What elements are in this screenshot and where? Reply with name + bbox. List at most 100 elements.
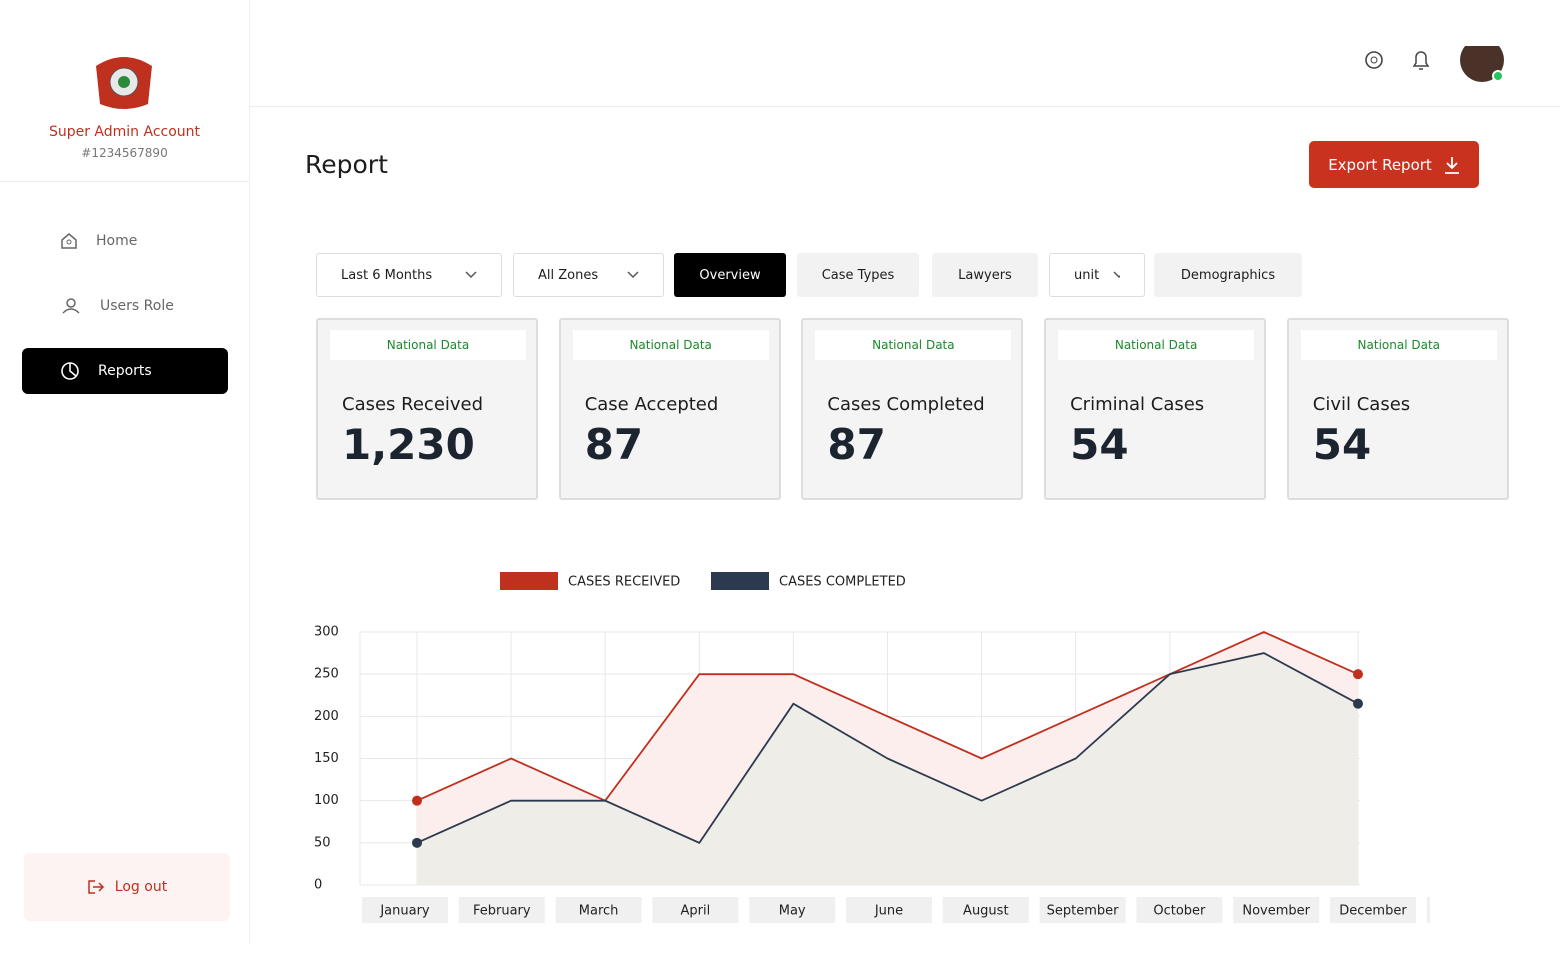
line [416, 631, 1359, 802]
account-id: #1234567890 [81, 146, 168, 160]
y-tick-label: 100 [314, 793, 339, 808]
filter-label: All Zones [538, 267, 599, 283]
filter[interactable]: All Zones [513, 253, 664, 297]
filter[interactable]: unit [1049, 253, 1145, 297]
x-label-bg [942, 897, 1029, 923]
x-tick-label: August [963, 904, 1009, 919]
export-button[interactable]: Export Report [1309, 141, 1479, 188]
logout[interactable]: Log out [24, 853, 230, 921]
top-icons [1365, 46, 1504, 82]
x-label-bg [652, 897, 739, 923]
x-tick-label: February [473, 904, 531, 919]
settings-icon[interactable] [1365, 51, 1383, 69]
chart: 0 50 100 150 200 250 300 CASES RECEIVED CASES CO… [314, 572, 1430, 923]
card-tag: National Data [1300, 330, 1497, 360]
area [417, 653, 1358, 885]
sidebar: Super Admin Account #1234567890 Home Use… [0, 0, 250, 944]
card-title: Case Accepted [584, 394, 719, 415]
filter-label: Last 6 Months [341, 267, 433, 283]
x-tick-label: December [1339, 904, 1407, 919]
x-tick-label: October [1153, 904, 1206, 919]
filter-label: Overview [699, 267, 761, 283]
x-tick-label: November [1242, 904, 1310, 919]
point [412, 837, 422, 848]
stat-card: National Data Cases Received 1,230 [316, 318, 538, 500]
card-title: Criminal Cases [1070, 394, 1205, 415]
divider [0, 181, 249, 182]
card-title: Cases Received [342, 394, 484, 415]
filter-label: unit [1074, 267, 1100, 283]
legend-label: CASES RECEIVED [568, 575, 680, 590]
filter[interactable]: Case Types [797, 253, 919, 297]
x-tick-label: March [579, 904, 619, 919]
nav-label: Home [96, 233, 138, 249]
filter[interactable]: Lawyers [932, 253, 1038, 297]
card-tag: National Data [1058, 330, 1255, 360]
x-tick-label: September [1047, 904, 1120, 919]
card-value: 87 [584, 420, 644, 469]
account-name: Super Admin Account [48, 124, 201, 140]
x-tick-label: May [779, 904, 806, 919]
card-title: Civil Cases [1312, 394, 1411, 415]
y-tick-label: 150 [314, 751, 339, 766]
stat-card: National Data Cases Completed 87 [801, 318, 1024, 500]
filter-label: Case Types [821, 267, 895, 283]
nav-label: Users Role [100, 298, 174, 314]
filter-label: Lawyers [958, 267, 1012, 283]
x-label-bg [458, 897, 545, 923]
card-value: 54 [1312, 420, 1372, 469]
card-tag: National Data [330, 330, 526, 360]
y-tick-label: 200 [314, 709, 339, 724]
x-tick-label: January [379, 904, 430, 919]
card-tag: National Data [572, 330, 769, 360]
card-value: 54 [1070, 420, 1129, 469]
x-label-bg [1330, 897, 1416, 923]
y-tick-label: 50 [314, 835, 331, 850]
point [412, 795, 422, 806]
legend-label: CASES COMPLETED [779, 575, 906, 590]
chevron [465, 271, 477, 279]
point [1353, 698, 1363, 709]
x-label-bg [749, 897, 836, 923]
legend-swatch [711, 572, 769, 590]
card-title: Cases Completed [827, 394, 985, 415]
stat-card: National Data Case Accepted 87 [558, 318, 781, 500]
point [1353, 669, 1363, 680]
x-label-bg [362, 897, 448, 923]
card-tag: National Data [815, 330, 1012, 360]
x-label-bg [1426, 897, 1430, 923]
y-tick-label: 250 [314, 667, 339, 682]
chevron [1113, 271, 1120, 279]
page-title: Report [305, 150, 388, 179]
filter[interactable]: Last 6 Months [316, 253, 502, 297]
logo [96, 57, 152, 109]
x-label-bg [1039, 897, 1126, 923]
x-label-bg [1136, 897, 1223, 923]
x-label-bg [555, 897, 642, 923]
filter-label: Demographics [1180, 267, 1276, 283]
card-value: 87 [827, 420, 886, 469]
x-label-bg [1233, 897, 1320, 923]
y-tick-label: 0 [314, 878, 322, 893]
stat-card: National Data Civil Cases 54 [1286, 318, 1509, 500]
line [416, 652, 1359, 844]
filter[interactable]: Overview [674, 253, 786, 297]
chevron [627, 271, 639, 279]
card-value: 1,230 [342, 420, 475, 469]
nav-home[interactable]: Home [22, 218, 228, 264]
filter[interactable]: Demographics [1154, 253, 1302, 297]
logout-label: Log out [114, 879, 168, 895]
stat-card: National Data Criminal Cases 54 [1044, 318, 1267, 500]
x-tick-label: April [681, 904, 711, 919]
nav-reports[interactable]: Reports [22, 348, 228, 394]
legend-swatch [500, 572, 558, 590]
bell-icon[interactable] [1412, 51, 1430, 70]
y-tick-label: 300 [314, 625, 339, 640]
export-label: Export Report [1328, 155, 1432, 174]
topbar-divider [250, 106, 1560, 107]
x-tick-label: June [874, 904, 903, 919]
x-label-bg [846, 897, 932, 923]
nav-label: Reports [98, 363, 152, 379]
nav-users[interactable]: Users Role [22, 283, 228, 329]
